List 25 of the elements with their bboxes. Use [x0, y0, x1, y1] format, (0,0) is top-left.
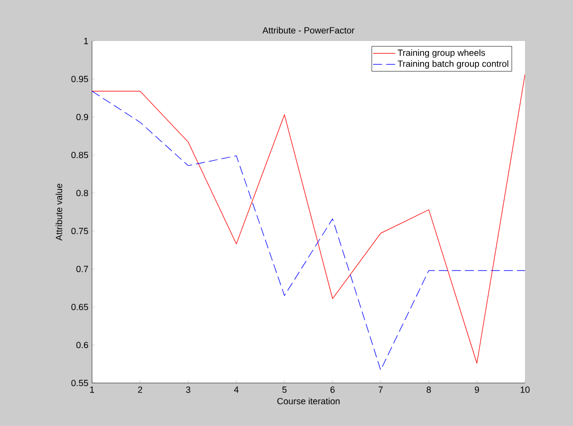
y-tick-label: 0.95	[71, 76, 88, 82]
y-tick-label: 0.75	[71, 228, 88, 234]
x-tick-label: 3	[186, 386, 190, 393]
legend-label: Training batch group control	[398, 60, 508, 69]
x-tick-label: 2	[138, 386, 142, 393]
y-tick-label: 0.55	[71, 380, 88, 386]
x-tick-label: 6	[330, 386, 335, 393]
x-tick-label: 4	[234, 386, 239, 393]
y-tick-label: 0.9	[76, 114, 88, 120]
x-tick-label: 8	[426, 386, 431, 393]
y-tick-label: 0.7	[76, 266, 88, 272]
legend-label: Training group wheels	[398, 49, 486, 58]
y-tick-label: 0.85	[71, 152, 88, 158]
x-tick-label: 1	[90, 386, 94, 393]
x-tick-label: 10	[520, 386, 530, 393]
x-tick-label: 9	[474, 386, 479, 393]
y-tick-label: 1	[84, 38, 88, 44]
y-tick-label: 0.6	[76, 342, 88, 348]
x-tick-label: 7	[378, 386, 383, 393]
y-tick-label: 0.8	[76, 190, 88, 196]
x-axis-title: Course iteration	[277, 398, 340, 404]
chart-title: Attribute - PowerFactor	[262, 26, 354, 34]
x-tick-label: 5	[282, 386, 287, 393]
y-axis-title: Attribute value	[56, 184, 62, 241]
y-tick-label: 0.65	[71, 304, 88, 310]
